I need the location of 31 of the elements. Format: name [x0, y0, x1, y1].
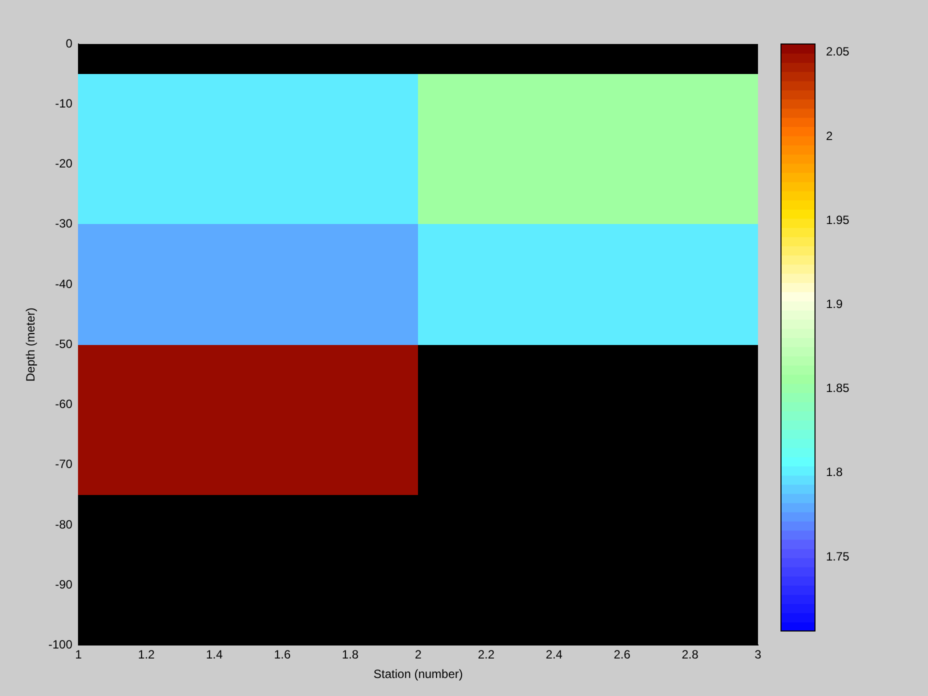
- y-tick-label: -30: [55, 216, 73, 231]
- x-tick-label: 1.4: [206, 648, 223, 662]
- x-tick-label: 3: [754, 648, 762, 662]
- x-tick-label: 1.6: [274, 648, 291, 662]
- y-tick-label: 0: [66, 36, 73, 50]
- x-tick-label: 1.2: [138, 648, 156, 662]
- color-bar-label: 1.9: [826, 297, 844, 312]
- x-tick-label: 2.2: [478, 648, 495, 662]
- color-bar-label: 1.85: [826, 381, 850, 396]
- color-bar-label: 1.95: [826, 212, 850, 227]
- y-tick-label: -80: [55, 517, 73, 532]
- y-tick-label: -50: [55, 336, 73, 351]
- y-tick-label: -60: [55, 397, 73, 412]
- x-tick-label: 2.8: [682, 648, 699, 662]
- x-tick-label: 2.6: [614, 648, 631, 662]
- y-tick-label: -10: [55, 96, 73, 110]
- y-axis-title: Depth (meter): [24, 308, 38, 382]
- y-tick-label: -20: [55, 156, 73, 171]
- x-tick-label: 2.4: [546, 648, 563, 662]
- y-tick-label: -90: [55, 577, 73, 592]
- y-tick-label: -70: [55, 457, 73, 472]
- color-bar-label: 1.75: [826, 549, 850, 564]
- color-bar-label: 1.8: [826, 465, 844, 480]
- y-tick-label: -40: [55, 276, 73, 291]
- x-tick-label: 1.8: [342, 648, 359, 662]
- color-bar-label: 2.05: [826, 44, 850, 59]
- y-tick-label: -100: [48, 638, 73, 652]
- color-bar-label: 2: [826, 128, 833, 143]
- x-tick-label: 1: [75, 648, 82, 662]
- x-axis-title: Station (number): [374, 667, 463, 682]
- x-tick-label: 2: [414, 648, 422, 662]
